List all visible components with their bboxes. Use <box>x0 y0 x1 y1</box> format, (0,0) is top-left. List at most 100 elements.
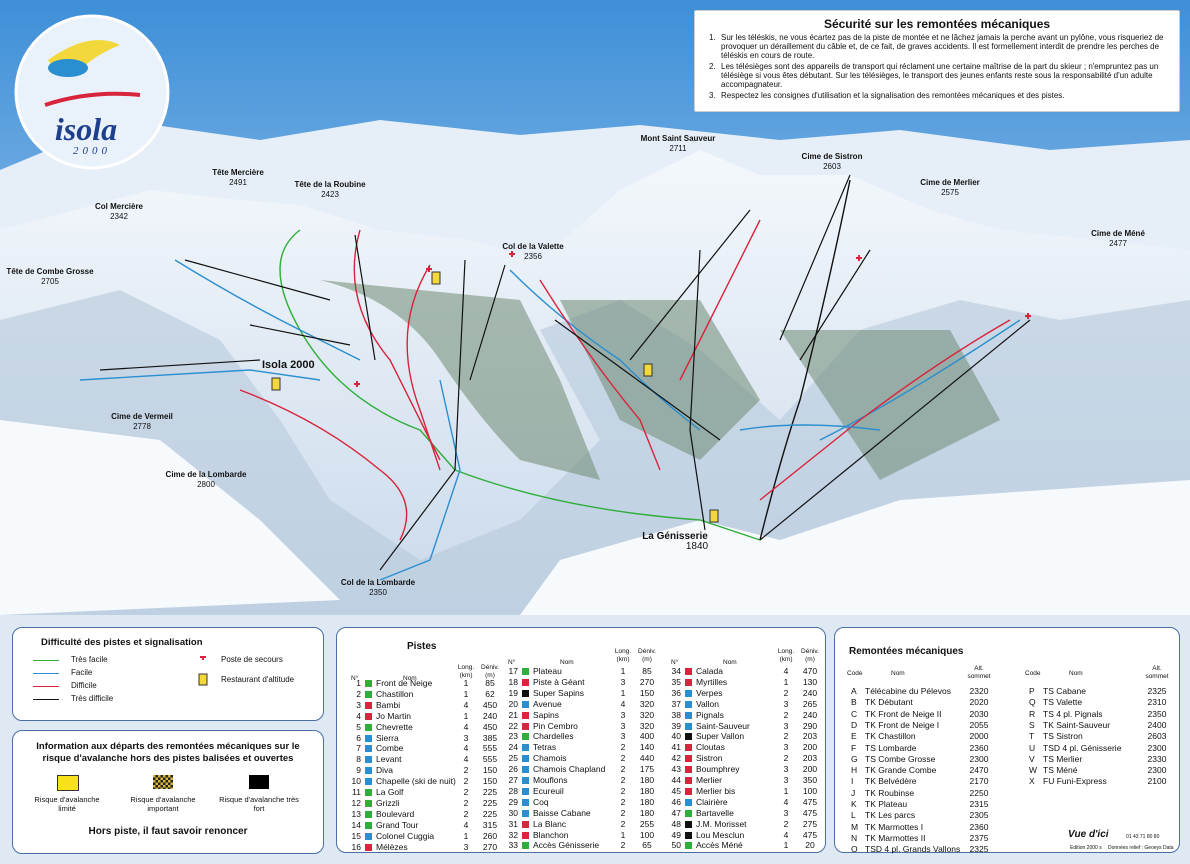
piste-name: Pin Cembro <box>533 720 578 731</box>
piste-drop: 175 <box>639 764 655 775</box>
piste-length: 4 <box>463 754 469 765</box>
piste-name: Mouflons <box>533 775 568 785</box>
lift-alt: 2603 <box>1147 731 1167 742</box>
piste-drop: 315 <box>482 819 498 830</box>
piste-length: 4 <box>783 829 789 840</box>
piste-drop: 240 <box>802 687 818 698</box>
piste-color <box>522 777 529 784</box>
piste-num: 5 <box>356 721 361 732</box>
pistes-title: Pistes <box>407 641 437 652</box>
piste-length: 3 <box>783 807 789 818</box>
piste-length: 1 <box>783 676 789 687</box>
piste-num: 19 <box>508 687 518 698</box>
place-altitude: 2423 <box>321 190 339 199</box>
legend-swatch <box>33 660 59 661</box>
piste-name: Grizzli <box>376 797 400 808</box>
piste-length: 1 <box>463 710 469 721</box>
piste-drop: 475 <box>802 807 818 818</box>
piste-length: 4 <box>463 819 469 830</box>
legend-restaurant: Restaurant d'altitude <box>221 675 295 684</box>
safety-number: 3. <box>709 91 716 100</box>
lift-code: B <box>851 697 857 708</box>
piste-length: 2 <box>463 776 469 787</box>
legend-box: Difficulté des pistes et signalisation T… <box>12 627 324 721</box>
piste-color <box>522 722 529 730</box>
piste-num: 28 <box>508 785 518 796</box>
piste-drop: 475 <box>802 829 818 840</box>
piste-drop: 320 <box>639 709 655 720</box>
piste-color <box>522 798 529 806</box>
piste-name: Accès Méné <box>696 840 743 851</box>
piste-color <box>522 678 529 686</box>
piste-length: 2 <box>783 818 789 829</box>
piste-name: Diva <box>376 765 394 776</box>
place-altitude: 2705 <box>41 277 59 286</box>
piste-color <box>685 711 692 719</box>
lift-alt: 2100 <box>1147 776 1167 787</box>
piste-num: 4 <box>356 710 361 721</box>
piste-length: 3 <box>620 731 626 742</box>
piste-length: 1 <box>620 687 626 698</box>
piste-num: 20 <box>508 698 518 709</box>
lift-alt: 2315 <box>969 799 989 809</box>
lift-name: TS Méné <box>1043 765 1078 776</box>
place-altitude: 2491 <box>229 178 247 187</box>
piste-num: 37 <box>671 698 681 709</box>
piste-name: Sapins <box>533 709 559 720</box>
lift-code: E <box>851 731 857 742</box>
piste-name: Chapelle (ski de nuit) <box>376 776 456 787</box>
piste-num: 10 <box>351 776 361 787</box>
piste-drop: 65 <box>642 840 652 851</box>
piste-num: 21 <box>508 709 518 720</box>
piste-num: 40 <box>671 731 681 742</box>
piste-num: 32 <box>508 829 518 840</box>
piste-name: Levant <box>376 754 402 765</box>
piste-drop: 150 <box>482 776 498 787</box>
safety-number: 2. <box>709 62 716 71</box>
lift-name: TK Débutant <box>865 697 913 708</box>
piste-color <box>522 831 529 839</box>
piste-drop: 320 <box>639 698 655 709</box>
piste-color <box>685 831 692 839</box>
pistes-lines <box>79 179 1021 581</box>
lift-name: TK Saint-Sauveur <box>1043 719 1111 730</box>
piste-drop: 255 <box>639 818 655 829</box>
logo-name: isola <box>55 111 117 147</box>
piste-drop: 555 <box>482 743 498 754</box>
lift-code: Q <box>1029 697 1036 708</box>
piste-name: Chamois <box>533 753 567 764</box>
piste-color <box>685 777 692 784</box>
place-name: Cime de Merlier <box>920 178 980 187</box>
pistes-header-length: Long. (km) <box>614 648 632 663</box>
piste-num: 34 <box>671 666 681 676</box>
piste-name: Cloutas <box>696 742 725 753</box>
piste-num: 33 <box>508 840 518 851</box>
piste-name: Boulevard <box>376 808 415 819</box>
lift-name: Télécabine du Pélevos <box>865 686 952 696</box>
piste-drop: 555 <box>482 754 498 765</box>
lift-code: L <box>851 810 856 821</box>
place-name: Tête de Combe Grosse <box>6 267 94 276</box>
piste-name: J.M. Morisset <box>696 818 747 829</box>
piste-length: 1 <box>783 785 789 796</box>
piste-num: 39 <box>671 720 681 731</box>
lift-alt: 2325 <box>969 844 989 855</box>
legend-swatch <box>33 699 59 700</box>
piste-drop: 180 <box>639 785 655 796</box>
piste-drop: 270 <box>639 676 655 687</box>
legend-label: Facile <box>71 668 93 677</box>
place-altitude: 2356 <box>524 252 542 261</box>
place-altitude: 1840 <box>685 541 709 552</box>
place-altitude: 2800 <box>197 480 215 489</box>
lift-name: TK Plateau <box>865 799 908 809</box>
piste-name: Avenue <box>533 698 562 709</box>
piste-name: Merlier <box>696 775 722 785</box>
piste-num: 43 <box>671 764 681 775</box>
piste-name: Super Vallon <box>696 731 745 742</box>
restaurants <box>271 271 719 523</box>
piste-name: Baisse Cabane <box>533 807 591 818</box>
lifts-header-name: Nom <box>1069 670 1083 677</box>
piste-name: Blanchon <box>533 829 569 840</box>
legend-swatch <box>33 686 59 687</box>
piste-color <box>685 689 692 697</box>
